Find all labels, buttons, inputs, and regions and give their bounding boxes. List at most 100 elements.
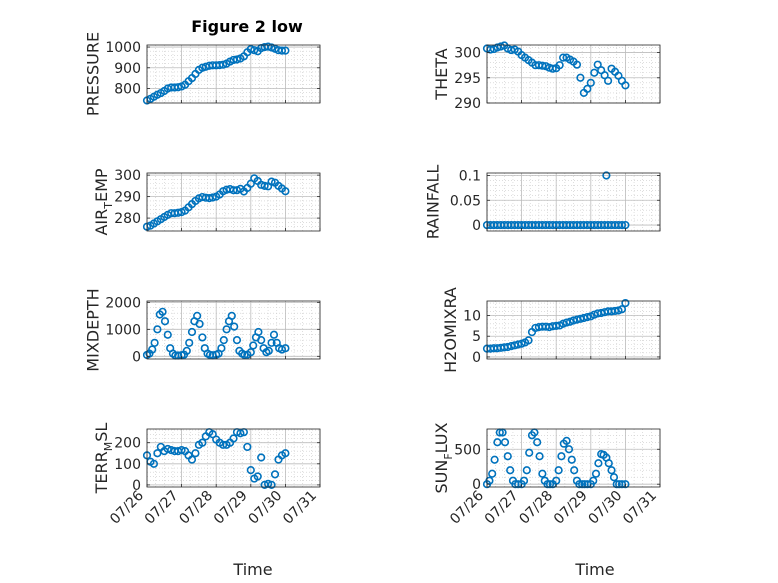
- data-point: [621, 298, 630, 308]
- data-point: [559, 53, 568, 62]
- data-point: [514, 340, 523, 349]
- data-point: [232, 55, 242, 64]
- data-point: [246, 348, 255, 357]
- data-point: [589, 476, 598, 485]
- y-tick-label: 2000: [105, 295, 141, 311]
- data-point: [185, 338, 194, 347]
- data-point: [153, 449, 162, 458]
- data-point: [557, 452, 566, 461]
- data-point: [160, 317, 170, 326]
- axes-frame: [146, 300, 321, 360]
- data-point: [193, 311, 202, 320]
- data-point: [260, 181, 269, 190]
- data-point: [277, 46, 287, 55]
- data-point: [250, 46, 259, 55]
- data-point: [182, 346, 191, 356]
- data-point: [535, 452, 544, 461]
- data-point: [555, 61, 564, 70]
- subplot-4: 0 0.05 0.1 RAINFALL: [424, 165, 661, 240]
- data-point: [198, 333, 207, 342]
- data-point: [506, 466, 515, 475]
- data-point: [246, 45, 255, 54]
- y-tick-label: 100: [114, 457, 141, 473]
- axes-background: [147, 429, 320, 487]
- x-tick-label: 07/26: [447, 488, 487, 528]
- data-point: [496, 42, 505, 51]
- x-axis-label-right: Time: [574, 560, 614, 579]
- data-point: [562, 318, 571, 327]
- y-axis-label: MIXDEPTH: [84, 288, 103, 371]
- data-point: [174, 208, 183, 217]
- y-tick-label: 0: [472, 477, 481, 493]
- x-tick-label: 07/27: [142, 488, 182, 528]
- data-point: [270, 470, 280, 479]
- data-point: [191, 449, 200, 458]
- data-point: [254, 327, 263, 337]
- data-point: [617, 220, 627, 230]
- x-tick-label: 07/26: [107, 488, 147, 528]
- y-tick-label: 200: [114, 436, 141, 452]
- data-point: [236, 429, 245, 438]
- data-point: [232, 336, 242, 345]
- axes-frame: [486, 428, 661, 488]
- data-point: [576, 73, 585, 82]
- data-point: [187, 327, 197, 337]
- data-point: [219, 440, 228, 449]
- data-point: [538, 469, 547, 478]
- data-point: [522, 466, 531, 475]
- x-tick-label: 07/29: [211, 488, 251, 528]
- data-point: [174, 83, 183, 92]
- data-point: [488, 469, 497, 478]
- axes-frame: [486, 172, 661, 232]
- y-tick-label: 1000: [105, 40, 141, 56]
- y-tick-label: 1000: [105, 322, 141, 338]
- y-tick-label: 280: [114, 211, 141, 227]
- x-tick-label: 07/27: [482, 488, 522, 528]
- data-point: [229, 434, 238, 443]
- data-point: [230, 322, 239, 331]
- data-point: [525, 448, 534, 457]
- y-axis-label: RAINFALL: [424, 165, 443, 240]
- data-point: [570, 466, 579, 475]
- data-point: [503, 452, 512, 461]
- y-axis-label: THETA: [432, 48, 451, 100]
- data-point: [281, 187, 290, 196]
- y-tick-label: 300: [454, 46, 481, 62]
- data-point: [575, 480, 584, 489]
- data-point: [554, 466, 563, 475]
- data-point: [269, 330, 279, 339]
- data-point: [603, 76, 613, 85]
- data-point: [253, 472, 262, 481]
- data-point: [609, 473, 619, 482]
- data-point: [602, 171, 611, 180]
- y-tick-label: 290: [114, 190, 141, 206]
- y-axis-label: TERRMSL: [92, 423, 115, 495]
- data-point: [148, 345, 157, 354]
- data-point: [621, 480, 630, 489]
- data-point: [538, 61, 547, 70]
- data-point: [163, 444, 172, 454]
- axes-background: [487, 301, 660, 359]
- data-point: [264, 42, 273, 51]
- y-tick-label: 0: [472, 218, 481, 234]
- axes-frame: [486, 300, 661, 360]
- x-tick-label: 07/30: [586, 488, 626, 528]
- data-point: [219, 60, 228, 69]
- data-point: [590, 68, 599, 77]
- y-tick-label: 0: [132, 478, 141, 494]
- x-tick-label: 07/31: [280, 488, 320, 528]
- x-tick-label: 07/29: [551, 488, 591, 528]
- y-tick-label: 900: [114, 61, 141, 77]
- data-point: [524, 336, 533, 345]
- y-tick-label: 10: [463, 309, 481, 325]
- data-point: [594, 459, 603, 468]
- data-point: [586, 78, 595, 87]
- data-point: [149, 459, 159, 468]
- data-point: [600, 71, 609, 80]
- data-point: [621, 81, 630, 90]
- data-point: [267, 177, 276, 186]
